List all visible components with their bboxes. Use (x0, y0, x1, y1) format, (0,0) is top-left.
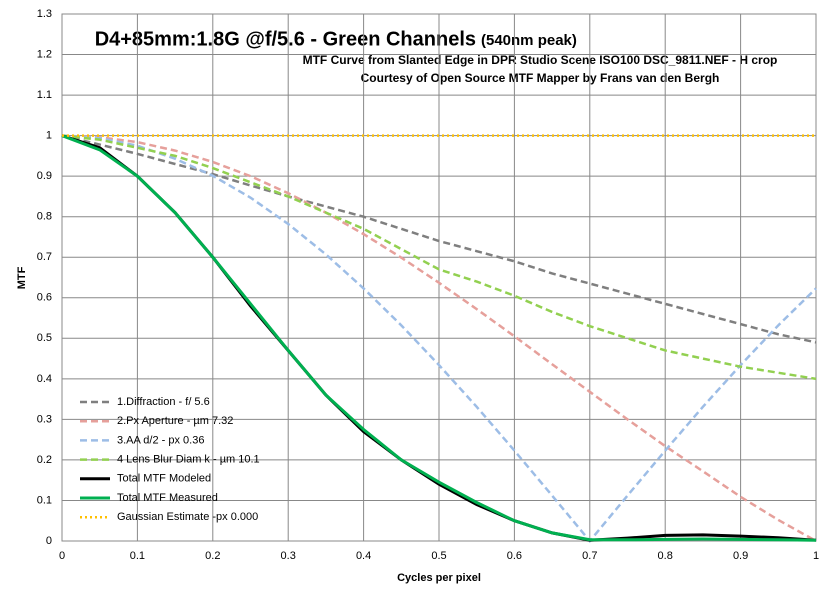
chart-title: D4+85mm:1.8G @f/5.6 - Green Channels (95, 28, 476, 50)
legend-label: 4 Lens Blur Diam k - µm 10.1 (117, 454, 260, 466)
y-tick-label: 1.2 (37, 48, 52, 60)
x-tick-label: 0 (59, 550, 65, 562)
y-tick-label: 0.4 (37, 373, 52, 385)
x-tick-label: 0.4 (356, 550, 371, 562)
x-tick-label: 0.2 (205, 550, 220, 562)
series-line (61, 134, 817, 543)
chart-subtitle: MTF Curve from Slanted Edge in DPR Studi… (303, 53, 778, 67)
x-tick-label: 0.1 (130, 550, 145, 562)
legend-label: 2.Px Aperture - µm 7.32 (117, 415, 233, 427)
legend-label: Total MTF Modeled (117, 473, 211, 485)
x-tick-label: 0.9 (733, 550, 748, 562)
y-tick-label: 1 (46, 130, 52, 142)
series-line (61, 134, 817, 381)
y-tick-label: 0 (46, 535, 52, 547)
x-tick-label: 0.5 (431, 550, 446, 562)
y-tick-label: 0.9 (37, 170, 52, 182)
y-tick-label: 0.6 (37, 292, 52, 304)
y-tick-label: 0.3 (37, 413, 52, 425)
y-tick-label: 0.7 (37, 251, 52, 263)
x-tick-label: 1 (813, 550, 819, 562)
chart-title-suffix: (540nm peak) (481, 32, 577, 49)
legend-label: Total MTF Measured (117, 492, 218, 504)
x-tick-label: 0.3 (281, 550, 296, 562)
x-tick-label: 0.8 (658, 550, 673, 562)
plot-border (61, 13, 817, 542)
y-tick-label: 0.8 (37, 211, 52, 223)
legend-label: Gaussian Estimate -px 0.000 (117, 511, 258, 523)
x-axis-label: Cycles per pixel (397, 572, 481, 584)
chart-subtitle: Courtesy of Open Source MTF Mapper by Fr… (361, 71, 720, 85)
y-tick-label: 0.2 (37, 454, 52, 466)
series-line (61, 134, 817, 543)
y-tick-label: 1.3 (37, 8, 52, 20)
x-tick-label: 0.6 (507, 550, 522, 562)
y-tick-label: 0.5 (37, 332, 52, 344)
x-tick-label: 0.7 (582, 550, 597, 562)
y-tick-label: 1.1 (37, 89, 52, 101)
series-line (61, 134, 817, 542)
legend-label: 3.AA d/2 - px 0.36 (117, 434, 204, 446)
y-axis-label: MTF (16, 266, 28, 289)
legend-label: 1.Diffraction - f/ 5.6 (117, 396, 210, 408)
y-tick-label: 0.1 (37, 494, 52, 506)
series-line (61, 134, 817, 344)
